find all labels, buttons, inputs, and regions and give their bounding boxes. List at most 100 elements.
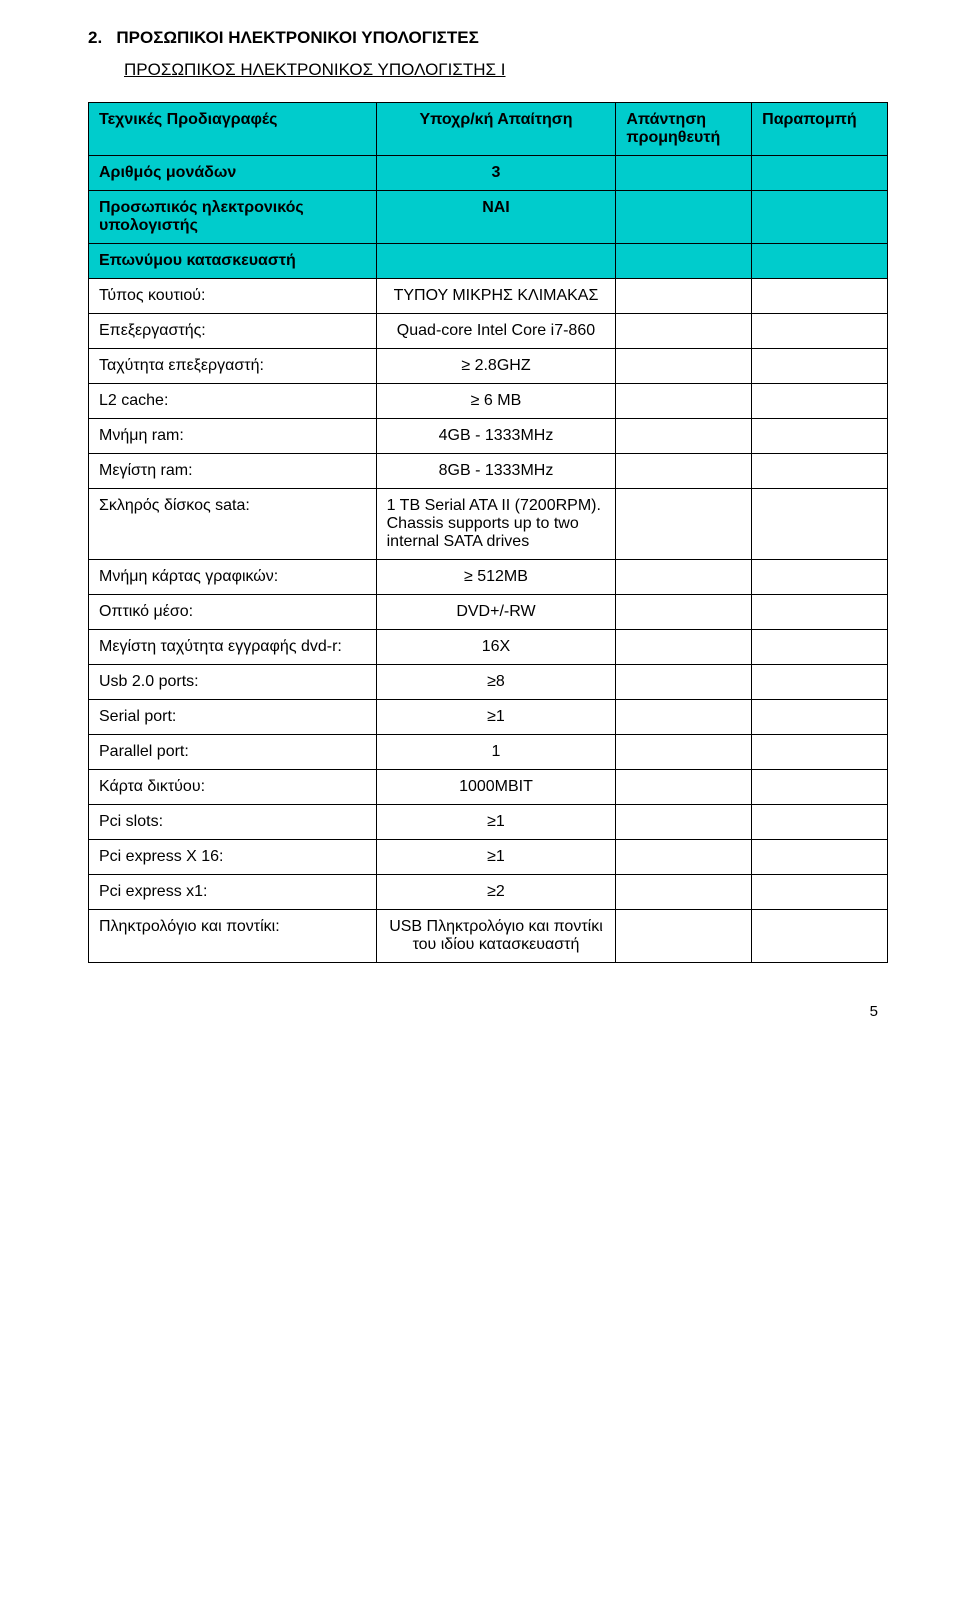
spec-value: ≥1: [376, 700, 616, 735]
supplier-answer: [616, 489, 752, 560]
reference: [752, 244, 888, 279]
supplier-answer: [616, 630, 752, 665]
spec-table: Τεχνικές Προδιαγραφές Υποχρ/κή Απαίτηση …: [88, 102, 888, 963]
spec-value: ≥ 2.8GHZ: [376, 349, 616, 384]
table-row: Pci slots:≥1: [89, 805, 888, 840]
table-row: Κάρτα δικτύου:1000MBIT: [89, 770, 888, 805]
supplier-answer: [616, 279, 752, 314]
supplier-answer: [616, 419, 752, 454]
supplier-answer: [616, 910, 752, 963]
table-row: Μνήμη κάρτας γραφικών:≥ 512ΜΒ: [89, 560, 888, 595]
table-row: Σκληρός δίσκος sata:1 TB Serial ATA II (…: [89, 489, 888, 560]
spec-label: Μνήμη ram:: [89, 419, 377, 454]
spec-value: 1000MBIT: [376, 770, 616, 805]
spec-label: Pci slots:: [89, 805, 377, 840]
spec-label: Επεξεργαστής:: [89, 314, 377, 349]
table-row: Τύπος κουτιού:ΤΥΠΟΥ ΜΙΚΡΗΣ ΚΛΙΜΑΚΑΣ: [89, 279, 888, 314]
spec-label: Pci express X 16:: [89, 840, 377, 875]
spec-label: Προσωπικός ηλεκτρονικός υπολογιστής: [89, 191, 377, 244]
section-number: 2.: [88, 28, 102, 47]
spec-label: Κάρτα δικτύου:: [89, 770, 377, 805]
supplier-answer: [616, 595, 752, 630]
supplier-answer: [616, 349, 752, 384]
spec-label: Pci express x1:: [89, 875, 377, 910]
reference: [752, 279, 888, 314]
supplier-answer: [616, 735, 752, 770]
supplier-answer: [616, 770, 752, 805]
col-header-ref: Παραπομπή: [752, 103, 888, 156]
page-number: 5: [88, 1003, 888, 1020]
table-row: L2 cache:≥ 6 MB: [89, 384, 888, 419]
spec-label: Αριθμός μονάδων: [89, 156, 377, 191]
spec-value: 3: [376, 156, 616, 191]
reference: [752, 384, 888, 419]
reference: [752, 665, 888, 700]
col-header-req: Υποχρ/κή Απαίτηση: [376, 103, 616, 156]
spec-value: 1: [376, 735, 616, 770]
spec-value: ≥1: [376, 840, 616, 875]
reference: [752, 875, 888, 910]
spec-label: Επωνύμου κατασκευαστή: [89, 244, 377, 279]
spec-label: Ταχύτητα επεξεργαστή:: [89, 349, 377, 384]
spec-label: Μεγίστη ταχύτητα εγγραφής dvd-r:: [89, 630, 377, 665]
reference: [752, 454, 888, 489]
reference: [752, 700, 888, 735]
spec-value: ΤΥΠΟΥ ΜΙΚΡΗΣ ΚΛΙΜΑΚΑΣ: [376, 279, 616, 314]
supplier-answer: [616, 314, 752, 349]
spec-label: L2 cache:: [89, 384, 377, 419]
spec-value: 8GB - 1333MHz: [376, 454, 616, 489]
reference: [752, 805, 888, 840]
table-row: Επωνύμου κατασκευαστή: [89, 244, 888, 279]
spec-label: Μνήμη κάρτας γραφικών:: [89, 560, 377, 595]
spec-value: ≥1: [376, 805, 616, 840]
table-row: Parallel port:1: [89, 735, 888, 770]
spec-label: Usb 2.0 ports:: [89, 665, 377, 700]
spec-label: Πληκτρολόγιο και ποντίκι:: [89, 910, 377, 963]
table-row: Πληκτρολόγιο και ποντίκι:USB Πληκτρολόγι…: [89, 910, 888, 963]
supplier-answer: [616, 665, 752, 700]
table-row: Μνήμη ram:4GB - 1333MHz: [89, 419, 888, 454]
spec-value: DVD+/-RW: [376, 595, 616, 630]
table-row: Επεξεργαστής:Quad-core Intel Core i7-860: [89, 314, 888, 349]
table-row: Serial port:≥1: [89, 700, 888, 735]
table-row: Ταχύτητα επεξεργαστή:≥ 2.8GHZ: [89, 349, 888, 384]
section-title: 2. ΠΡΟΣΩΠΙΚΟΙ ΗΛΕΚΤΡΟΝΙΚΟΙ ΥΠΟΛΟΓΙΣΤΕΣ: [88, 28, 888, 48]
spec-value: ≥2: [376, 875, 616, 910]
section-heading: ΠΡΟΣΩΠΙΚΟΙ ΗΛΕΚΤΡΟΝΙΚΟΙ ΥΠΟΛΟΓΙΣΤΕΣ: [116, 28, 478, 47]
spec-value: 1 TB Serial ATA II (7200RPM). Chassis su…: [376, 489, 616, 560]
reference: [752, 419, 888, 454]
section-subtitle: ΠΡΟΣΩΠΙΚΟΣ ΗΛΕΚΤΡΟΝΙΚΟΣ ΥΠΟΛΟΓΙΣΤΗΣ I: [124, 60, 888, 80]
reference: [752, 191, 888, 244]
reference: [752, 156, 888, 191]
spec-value: USB Πληκτρολόγιο και ποντίκι του ιδίου κ…: [376, 910, 616, 963]
spec-value: 4GB - 1333MHz: [376, 419, 616, 454]
spec-label: Τύπος κουτιού:: [89, 279, 377, 314]
spec-value: ≥ 6 MB: [376, 384, 616, 419]
supplier-answer: [616, 191, 752, 244]
spec-label: Οπτικό μέσο:: [89, 595, 377, 630]
spec-value: 16Χ: [376, 630, 616, 665]
col-header-answer: Απάντηση προμηθευτή: [616, 103, 752, 156]
spec-label: Μεγίστη ram:: [89, 454, 377, 489]
spec-label: Σκληρός δίσκος sata:: [89, 489, 377, 560]
reference: [752, 735, 888, 770]
reference: [752, 910, 888, 963]
supplier-answer: [616, 454, 752, 489]
table-row: Pci express X 16:≥1: [89, 840, 888, 875]
spec-value: ≥8: [376, 665, 616, 700]
table-row: Μεγίστη ram:8GB - 1333MHz: [89, 454, 888, 489]
supplier-answer: [616, 840, 752, 875]
spec-value: [376, 244, 616, 279]
supplier-answer: [616, 700, 752, 735]
table-header-row: Τεχνικές Προδιαγραφές Υποχρ/κή Απαίτηση …: [89, 103, 888, 156]
reference: [752, 349, 888, 384]
supplier-answer: [616, 156, 752, 191]
reference: [752, 560, 888, 595]
supplier-answer: [616, 805, 752, 840]
table-row: Αριθμός μονάδων3: [89, 156, 888, 191]
spec-value: ΝΑΙ: [376, 191, 616, 244]
table-row: Οπτικό μέσο:DVD+/-RW: [89, 595, 888, 630]
col-header-spec: Τεχνικές Προδιαγραφές: [89, 103, 377, 156]
reference: [752, 314, 888, 349]
spec-label: Serial port:: [89, 700, 377, 735]
